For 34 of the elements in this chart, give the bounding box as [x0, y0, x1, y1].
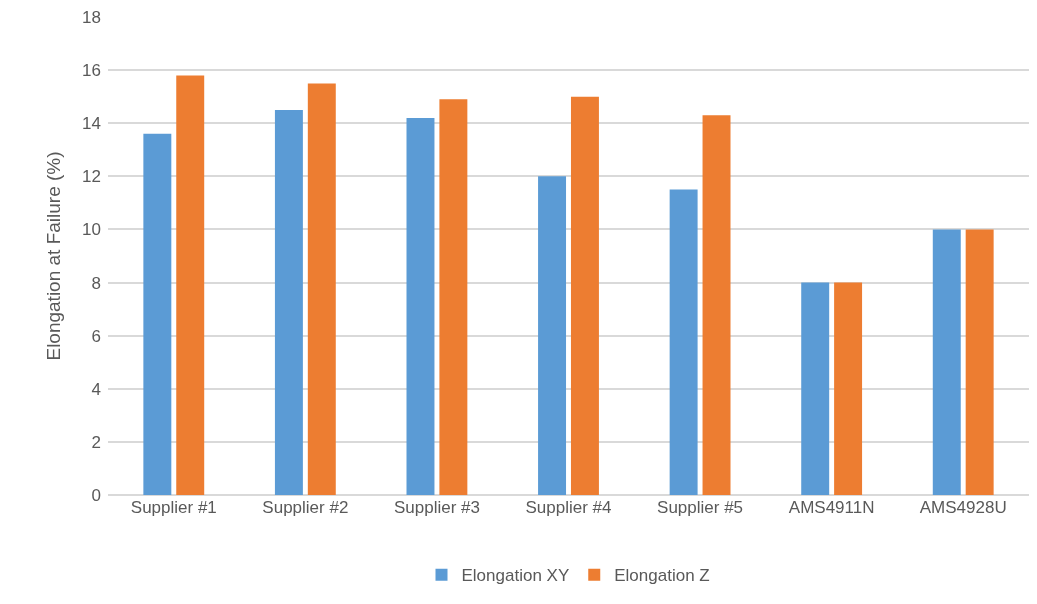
y-tick-label: 14 — [82, 114, 101, 134]
y-tick-label: 4 — [91, 379, 101, 399]
bar — [702, 115, 731, 495]
bar — [406, 117, 435, 495]
y-axis-title: Elongation at Failure (%) — [43, 151, 64, 361]
bar — [439, 99, 468, 495]
legend-label: Elongation Z — [614, 566, 710, 586]
y-tick-label: 2 — [91, 432, 101, 452]
y-tick-label: 16 — [82, 61, 101, 81]
bar — [176, 75, 205, 495]
x-tick-label: Supplier #5 — [657, 498, 744, 517]
bar — [965, 229, 994, 495]
y-tick-label: 10 — [82, 220, 101, 240]
x-tick-label: AMS4911N — [788, 498, 875, 517]
x-tick-label: Supplier #3 — [393, 498, 480, 517]
bar — [538, 176, 567, 495]
y-tick-label: 0 — [91, 485, 101, 505]
bar — [669, 189, 698, 495]
bar — [307, 83, 336, 495]
y-tick-label: 18 — [82, 7, 101, 27]
y-tick-label: 12 — [82, 167, 101, 187]
bar — [143, 133, 172, 495]
bar — [834, 282, 863, 495]
x-tick-label: Supplier #2 — [262, 498, 349, 517]
bar — [932, 229, 961, 495]
bar — [801, 282, 830, 495]
x-tick-label: Supplier #4 — [525, 498, 612, 517]
y-tick-label: 6 — [91, 326, 101, 346]
bar — [274, 109, 303, 495]
y-tick-label: 8 — [91, 273, 101, 293]
x-tick-label: AMS4928U — [919, 498, 1007, 517]
bar — [570, 96, 599, 495]
x-tick-label: Supplier #1 — [130, 498, 217, 517]
legend-label: Elongation XY — [461, 566, 570, 586]
